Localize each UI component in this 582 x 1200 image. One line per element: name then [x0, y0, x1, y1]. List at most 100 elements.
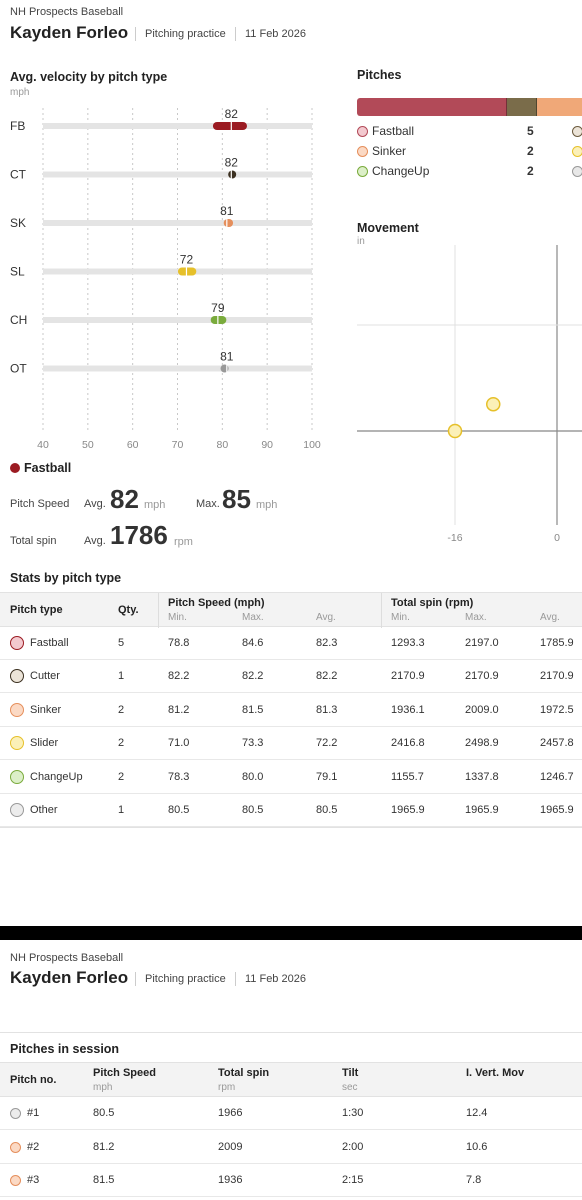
cell-ivb: 12.4: [466, 1107, 488, 1119]
speed-max-unit: mph: [256, 499, 278, 511]
cell-smin: 82.2: [168, 670, 190, 683]
x-tick-label: 50: [82, 439, 94, 451]
avg-value-label: 82: [225, 107, 239, 121]
pitch-type-dot: [10, 1108, 21, 1119]
report-page-2: NH Prospects Baseball Kayden Forleo Pitc…: [0, 940, 582, 1200]
cell-rmin: 2416.8: [391, 737, 425, 750]
pitch-type-name: Cutter: [30, 670, 60, 683]
range-bar[interactable]: [212, 122, 247, 130]
legend-count: 5: [527, 124, 534, 138]
cell-tilt: 2:00: [342, 1140, 364, 1153]
cell-savg: 80.5: [316, 804, 338, 816]
col-pitch-no[interactable]: Pitch no.: [10, 1074, 57, 1086]
cell-qty: 5: [118, 637, 125, 649]
col-speed-unit: mph: [93, 1082, 113, 1093]
table-row[interactable]: Slider 2 71.0 73.3 72.2 2416.8 2498.9 2457.8: [0, 727, 582, 761]
movement-point[interactable]: [447, 423, 463, 439]
cell-ravg: 1246.7: [540, 770, 574, 783]
speed-max-label: Max.: [196, 498, 220, 510]
legend-count: 2: [527, 164, 534, 178]
col-pitch-speed[interactable]: Pitch Speed: [93, 1067, 156, 1079]
table-row[interactable]: Other 1 80.5 80.5 80.5 1965.9 1965.9 1965.9: [0, 794, 582, 827]
cell-speed: 81.2: [93, 1140, 115, 1153]
pitch-legend-item[interactable]: Sinker 2: [357, 144, 582, 158]
pitches-title: Pitches: [357, 68, 402, 82]
cell-qty: 1: [118, 670, 125, 683]
col-tilt[interactable]: Tilt: [342, 1067, 359, 1079]
range-bar[interactable]: [177, 267, 197, 276]
cell-savg: 82.3: [316, 637, 338, 649]
table-row[interactable]: ChangeUp 2 78.3 80.0 79.1 1155.7 1337.8 1246.7: [0, 761, 582, 794]
col-pitch-type[interactable]: Pitch type: [10, 604, 63, 616]
table-row[interactable]: #2 81.2 2009 2:00 10.6: [0, 1131, 582, 1164]
legend-dot: [572, 165, 582, 177]
stats-title: Stats by pitch type: [10, 571, 122, 585]
pitch-type-name: Fastball: [30, 637, 69, 649]
cell-tilt: 1:30: [342, 1107, 364, 1119]
legend-name: Fastball: [372, 124, 415, 138]
legend-dot: [357, 165, 368, 177]
table-row[interactable]: Sinker 2 81.2 81.5 81.3 1936.1 2009.0 1972.5: [0, 694, 582, 727]
cell-smax: 73.3: [242, 737, 264, 750]
pitch-type-dot: [10, 1175, 21, 1186]
cell-smin: 81.2: [168, 703, 190, 716]
pitch-type-dot: [10, 702, 24, 717]
table-row[interactable]: #1 80.5 1966 1:30 12.4: [0, 1097, 582, 1130]
cell-rmax: 2170.9: [465, 670, 499, 683]
range-point[interactable]: [228, 170, 237, 179]
pitch-legend-item[interactable]: ChangeUp 2: [357, 164, 582, 178]
pitch-legend-item[interactable]: Fastball 5: [357, 124, 582, 138]
col-total-spin[interactable]: Total spin (rpm): [391, 597, 474, 609]
legend-dot: [357, 145, 368, 157]
col-pitch-speed[interactable]: Pitch Speed (mph): [168, 597, 265, 609]
pitch-bar-segment[interactable]: [537, 98, 582, 116]
movement-unit: in: [357, 236, 365, 247]
pitch-number: #2: [27, 1140, 40, 1153]
session-title: Pitches in session: [10, 1042, 120, 1056]
track-bar: [43, 268, 312, 275]
cell-savg: 81.3: [316, 703, 338, 716]
pitch-type-name: Sinker: [30, 703, 62, 716]
col-spin-max: Max.: [465, 612, 487, 623]
col-speed-avg: Avg.: [316, 612, 336, 623]
x-tick-label: 80: [216, 439, 228, 451]
pitch-type-dot: [10, 769, 24, 784]
col-total-spin[interactable]: Total spin: [218, 1067, 270, 1079]
col-qty[interactable]: Qty.: [118, 604, 139, 616]
pitch-distribution-bar: [357, 98, 582, 116]
category-label: FB: [10, 119, 25, 133]
movement-point[interactable]: [486, 396, 501, 412]
page-break-bar: [0, 926, 582, 940]
category-label: CT: [10, 168, 27, 182]
cell-rmax: 2197.0: [465, 637, 499, 649]
cell-savg: 72.2: [316, 737, 338, 750]
pitch-bar-segment[interactable]: [506, 98, 537, 116]
session-type: Pitching practice: [145, 973, 226, 985]
range-bar[interactable]: [223, 219, 234, 227]
legend-name: ChangeUp: [372, 164, 430, 178]
pitch-bar-segment[interactable]: [357, 98, 507, 116]
avg-value-label: 79: [211, 301, 225, 315]
pitch-type-dot: [10, 636, 24, 650]
cell-ravg: 1785.9: [540, 637, 574, 649]
speed-avg-unit: mph: [144, 499, 166, 511]
selected-pitch-legend[interactable]: Fastball: [10, 461, 71, 475]
cell-rmax: 1965.9: [465, 804, 499, 816]
cell-smin: 80.5: [168, 804, 190, 816]
avg-value-label: 72: [180, 253, 194, 267]
session-type: Pitching practice: [145, 28, 226, 40]
player-name: Kayden Forleo: [10, 23, 129, 42]
table-row[interactable]: Cutter 1 82.2 82.2 82.2 2170.9 2170.9 2170.9: [0, 660, 582, 694]
col-ivb[interactable]: I. Vert. Mov: [466, 1067, 525, 1079]
session-table: [0, 1032, 582, 1200]
cell-qty: 2: [118, 770, 125, 783]
table-row[interactable]: #3 81.5 1936 2:15 7.8: [0, 1164, 582, 1197]
cell-speed: 81.5: [93, 1174, 115, 1186]
velocity-unit: mph: [10, 87, 30, 98]
cell-rmin: 2170.9: [391, 670, 425, 683]
pitch-type-name: Slider: [30, 737, 59, 750]
x-tick-label: 100: [303, 439, 321, 451]
table-row[interactable]: Fastball 5 78.8 84.6 82.3 1293.3 2197.0 1785.9: [0, 627, 582, 660]
range-bar[interactable]: [210, 316, 227, 324]
speed-avg-label: Avg.: [84, 498, 106, 510]
